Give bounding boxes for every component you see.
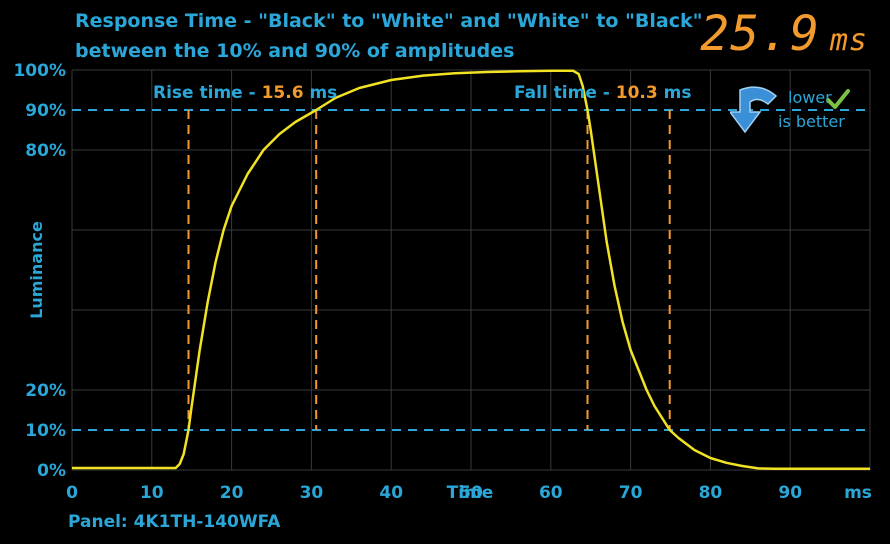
checkmark-icon [826, 89, 850, 109]
rise-time-value: 15.6 [262, 83, 304, 103]
x-tick-label: 80 [699, 483, 723, 503]
y-tick-label: 90% [25, 101, 66, 121]
x-tick-label: 0 [66, 483, 78, 503]
x-tick-label: 50 [459, 483, 483, 503]
result-value: 25.9 [700, 6, 820, 62]
y-tick-labels: 0% 10% 20% 80% 90% 100% [13, 61, 66, 481]
fall-time-prefix: Fall time - [514, 83, 616, 103]
chart-title-line-1: Response Time - "Black" to "White" and "… [75, 10, 703, 32]
x-tick-label: 90 [778, 483, 802, 503]
x-tick-labels: 0 10 20 30 40 50 60 70 80 90 [66, 483, 802, 503]
x-tick-label: 10 [140, 483, 164, 503]
rise-time-prefix: Rise time - [153, 83, 262, 103]
badge-line-2: is better [778, 112, 845, 131]
rise-time-unit: ms [304, 83, 338, 103]
x-tick-label: 30 [300, 483, 324, 503]
lower-is-better-badge: lower is better [730, 84, 860, 140]
panel-label: Panel: 4K1TH-140WFA [68, 512, 281, 532]
y-axis-label: Luminance [27, 221, 46, 319]
x-tick-label: 60 [539, 483, 563, 503]
result-readout: 25.9 ms [700, 6, 868, 62]
rise-time-annotation: Rise time - 15.6 ms [153, 83, 337, 103]
badge-line-1: lower [788, 88, 832, 107]
y-tick-label: 0% [37, 461, 66, 481]
curve-group [72, 69, 870, 471]
x-axis-label: Time [447, 483, 494, 503]
time-markers [187, 110, 671, 430]
x-tick-label: 20 [220, 483, 244, 503]
y-tick-label: 100% [13, 61, 66, 81]
x-tick-label: 70 [619, 483, 643, 503]
x-tick-label: 40 [379, 483, 403, 503]
luminance-curve-1 [72, 69, 870, 471]
y-tick-label: 20% [25, 381, 66, 401]
y-tick-label: 10% [25, 421, 66, 441]
fall-time-unit: ms [658, 83, 692, 103]
threshold-lines [72, 109, 870, 431]
result-unit: ms [829, 23, 868, 58]
fall-time-value: 10.3 [616, 83, 658, 103]
chart-title-line-2: between the 10% and 90% of amplitudes [75, 40, 515, 62]
down-arrow-icon [730, 86, 778, 134]
x-axis-unit: ms [844, 483, 872, 503]
fall-time-annotation: Fall time - 10.3 ms [514, 83, 691, 103]
grid [71, 69, 871, 471]
y-tick-label: 80% [25, 141, 66, 161]
